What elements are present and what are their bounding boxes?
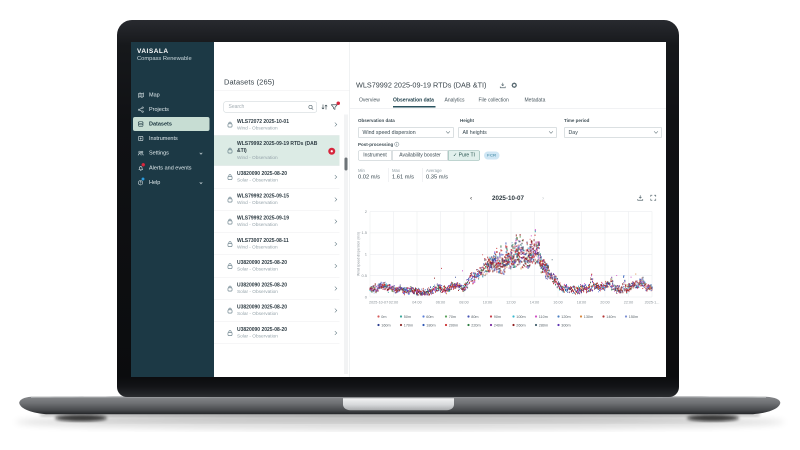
svg-text:280m: 280m	[539, 323, 548, 327]
svg-text:2: 2	[365, 209, 368, 214]
svg-text:300m: 300m	[561, 323, 570, 327]
svg-text:220m: 220m	[471, 323, 480, 327]
svg-text:100m: 100m	[516, 315, 525, 319]
svg-text:20:00: 20:00	[600, 301, 609, 305]
svg-text:120m: 120m	[561, 315, 570, 319]
svg-text:04:00: 04:00	[412, 301, 421, 305]
svg-text:14:00: 14:00	[530, 301, 539, 305]
svg-text:0: 0	[365, 294, 368, 299]
svg-text:170m: 170m	[404, 323, 413, 327]
svg-text:130m: 130m	[584, 315, 593, 319]
svg-text:1: 1	[365, 252, 368, 257]
svg-text:80m: 80m	[471, 315, 478, 319]
svg-text:18:00: 18:00	[577, 301, 586, 305]
svg-text:200m: 200m	[449, 323, 458, 327]
svg-text:16:00: 16:00	[553, 301, 562, 305]
svg-text:2025-10-07: 2025-10-07	[369, 301, 388, 305]
svg-text:90m: 90m	[494, 315, 501, 319]
svg-text:240m: 240m	[494, 323, 503, 327]
svg-text:70m: 70m	[449, 315, 456, 319]
svg-text:0m: 0m	[381, 315, 386, 319]
svg-text:260m: 260m	[516, 323, 525, 327]
svg-text:150m: 150m	[629, 315, 638, 319]
svg-text:180m: 180m	[426, 323, 435, 327]
svg-text:12:00: 12:00	[506, 301, 515, 305]
svg-text:140m: 140m	[606, 315, 615, 319]
svg-text:0.5: 0.5	[361, 273, 367, 278]
svg-text:Wind speed dispersion (m/s): Wind speed dispersion (m/s)	[357, 232, 361, 276]
svg-text:50m: 50m	[404, 315, 411, 319]
svg-text:60m: 60m	[426, 315, 433, 319]
svg-text:06:00: 06:00	[436, 301, 445, 305]
svg-text:02:00: 02:00	[389, 301, 398, 305]
svg-text:22:00: 22:00	[624, 301, 633, 305]
svg-text:08:00: 08:00	[459, 301, 468, 305]
svg-text:2025-1...: 2025-1...	[645, 301, 660, 305]
svg-text:110m: 110m	[539, 315, 548, 319]
svg-text:160m: 160m	[381, 323, 390, 327]
svg-text:10:00: 10:00	[483, 301, 492, 305]
svg-text:1.5: 1.5	[361, 230, 367, 235]
